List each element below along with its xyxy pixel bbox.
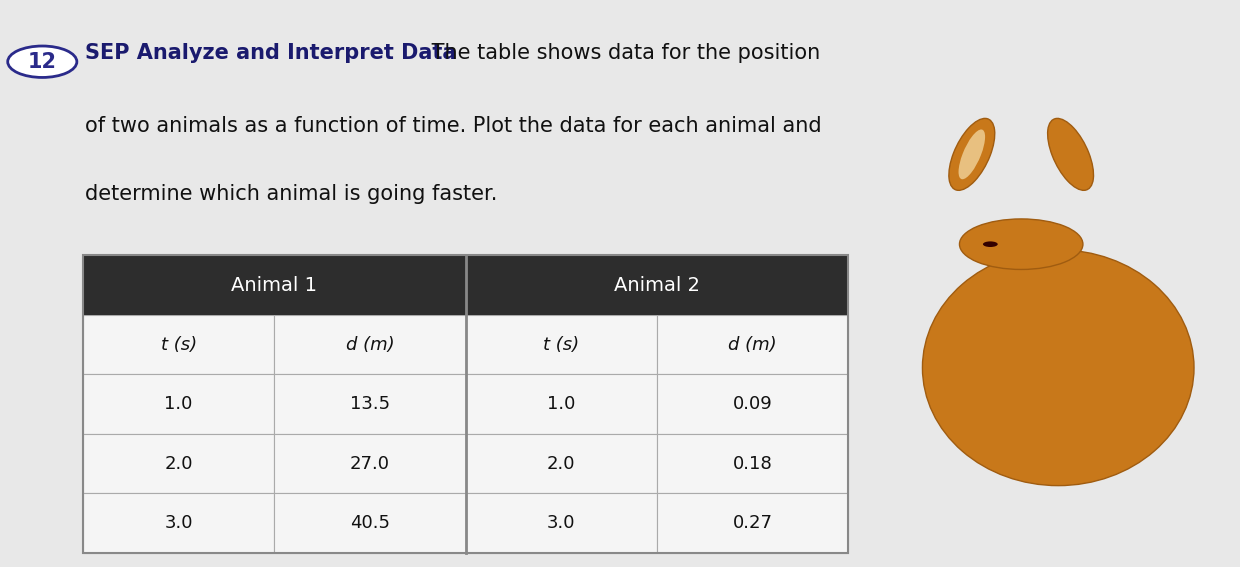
Text: 12: 12 xyxy=(27,52,57,72)
Bar xyxy=(657,434,848,493)
Bar xyxy=(657,315,848,374)
Text: 3.0: 3.0 xyxy=(547,514,575,532)
Text: 1.0: 1.0 xyxy=(165,395,193,413)
Text: 3.0: 3.0 xyxy=(165,514,193,532)
Circle shape xyxy=(7,46,77,78)
Bar xyxy=(274,493,466,553)
Ellipse shape xyxy=(960,219,1083,269)
Bar xyxy=(274,434,466,493)
Ellipse shape xyxy=(983,242,998,247)
Ellipse shape xyxy=(949,119,994,191)
Bar xyxy=(274,374,466,434)
Text: d (m): d (m) xyxy=(346,336,394,354)
Ellipse shape xyxy=(1048,119,1094,191)
Text: SEP Analyze and Interpret Data: SEP Analyze and Interpret Data xyxy=(86,43,456,64)
Text: 2.0: 2.0 xyxy=(165,455,193,473)
Text: t (s): t (s) xyxy=(543,336,579,354)
Bar xyxy=(83,374,274,434)
Text: of two animals as a function of time. Plot the data for each animal and: of two animals as a function of time. Pl… xyxy=(86,116,822,136)
Bar xyxy=(657,374,848,434)
Ellipse shape xyxy=(923,250,1194,485)
Bar xyxy=(83,493,274,553)
Bar xyxy=(466,255,848,315)
Bar xyxy=(466,315,657,374)
Text: Animal 2: Animal 2 xyxy=(614,276,701,295)
Bar xyxy=(466,374,657,434)
Text: t (s): t (s) xyxy=(161,336,197,354)
Bar xyxy=(657,493,848,553)
Text: Animal 1: Animal 1 xyxy=(232,276,317,295)
Bar xyxy=(466,434,657,493)
Bar xyxy=(83,255,466,315)
Text: 0.18: 0.18 xyxy=(733,455,773,473)
Ellipse shape xyxy=(959,129,985,179)
Bar xyxy=(274,315,466,374)
Text: 2.0: 2.0 xyxy=(547,455,575,473)
Bar xyxy=(83,434,274,493)
Text: d (m): d (m) xyxy=(728,336,777,354)
Bar xyxy=(466,493,657,553)
Text: 0.09: 0.09 xyxy=(733,395,773,413)
Bar xyxy=(83,315,274,374)
Bar xyxy=(83,255,848,553)
Text: 13.5: 13.5 xyxy=(350,395,391,413)
Text: 40.5: 40.5 xyxy=(350,514,391,532)
Text: 1.0: 1.0 xyxy=(547,395,575,413)
Text: 0.27: 0.27 xyxy=(733,514,773,532)
Text: 27.0: 27.0 xyxy=(350,455,391,473)
Text: The table shows data for the position: The table shows data for the position xyxy=(425,43,820,64)
Text: determine which animal is going faster.: determine which animal is going faster. xyxy=(86,184,498,204)
